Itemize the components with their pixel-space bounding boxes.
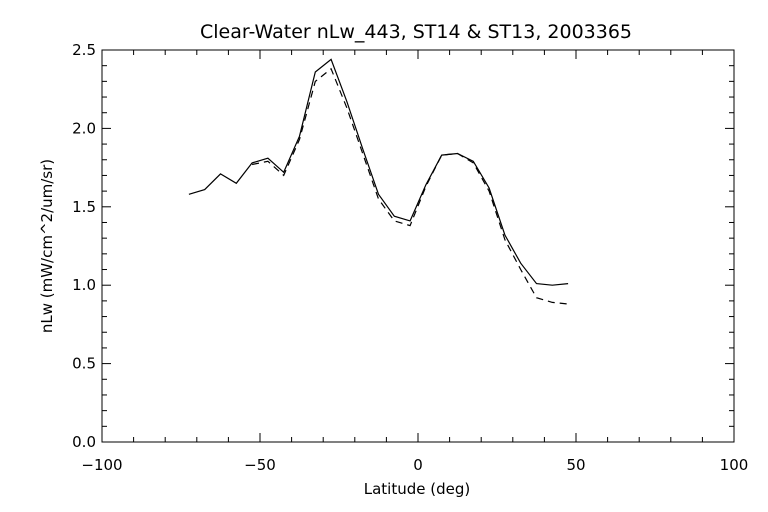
series-solid-line bbox=[188, 58, 569, 286]
y-axis-label: nLw (mW/cm^2/um/sr) bbox=[38, 159, 56, 333]
y-tick-label: 1.5 bbox=[72, 198, 96, 216]
y-tick-label: 1.0 bbox=[72, 276, 96, 294]
plot-frame bbox=[101, 49, 735, 443]
axis-ticks bbox=[101, 49, 735, 443]
data-series-group bbox=[188, 58, 569, 305]
axis-tick-labels: −100 −50 0 50 100 0.0 0.5 1.0 1.5 2.0 2.5 bbox=[72, 41, 748, 474]
x-tick-label: −50 bbox=[244, 456, 276, 474]
series-dashed-line bbox=[251, 67, 569, 305]
x-axis-label: Latitude (deg) bbox=[364, 480, 470, 498]
y-tick-label: 2.5 bbox=[72, 41, 96, 59]
x-tick-label: 100 bbox=[720, 456, 749, 474]
y-tick-label: 0.5 bbox=[72, 355, 96, 373]
y-tick-label: 0.0 bbox=[72, 433, 96, 451]
chart-title: Clear-Water nLw_443, ST14 & ST13, 200336… bbox=[200, 21, 632, 43]
x-tick-label: 50 bbox=[566, 456, 585, 474]
x-tick-label: −100 bbox=[81, 456, 122, 474]
x-tick-label: 0 bbox=[413, 456, 423, 474]
y-tick-label: 2.0 bbox=[72, 119, 96, 137]
